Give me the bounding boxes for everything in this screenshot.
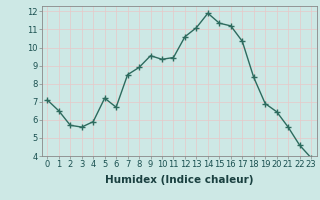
X-axis label: Humidex (Indice chaleur): Humidex (Indice chaleur) [105,175,253,185]
